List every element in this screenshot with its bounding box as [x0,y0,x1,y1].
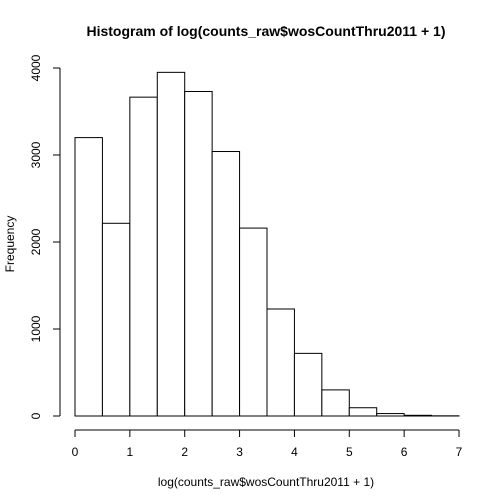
histogram-bar [321,389,350,417]
histogram-bar [129,96,158,417]
histogram-bar [156,71,186,417]
y-axis: 0 1000 2000 3000 4000 [29,54,61,419]
x-tick-label: 6 [401,445,408,459]
histogram-bar [266,308,295,417]
y-axis-label: Frequency [3,216,17,273]
histogram-bar [74,137,103,417]
histogram-bar [293,352,323,417]
histogram-bar [376,413,405,417]
y-tick-label: 3000 [29,141,43,168]
x-tick-label: 5 [346,445,353,459]
y-tick-label: 2000 [29,228,43,255]
x-tick-label: 1 [127,445,134,459]
y-tick-label: 1000 [29,315,43,342]
y-tick-label: 0 [29,412,43,419]
x-axis-label: log(counts_raw$wosCountThru2011 + 1) [158,475,374,489]
histogram-bar [239,227,268,417]
x-tick-label: 7 [456,445,463,459]
x-axis: 0 1 2 3 4 5 6 7 [72,429,463,459]
x-tick-label: 3 [236,445,243,459]
histogram-bar [101,222,131,417]
x-tick-label: 2 [181,445,188,459]
histogram-bar [348,407,378,417]
histogram-bar [184,90,213,417]
x-tick-label: 4 [291,445,298,459]
x-tick-label: 0 [72,445,79,459]
histogram-bar [211,151,241,417]
bars-group [74,71,460,417]
chart-title: Histogram of log(counts_raw$wosCountThru… [86,23,445,39]
histogram-bar [403,414,433,417]
y-tick-label: 4000 [29,54,43,81]
